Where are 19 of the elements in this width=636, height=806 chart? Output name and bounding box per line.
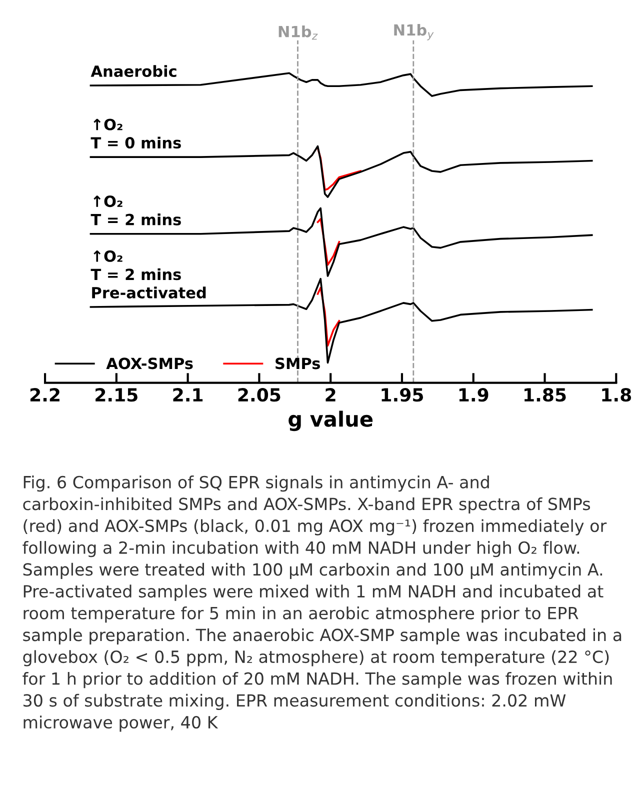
x-tick-label: 1.8: [602, 388, 632, 402]
x-tick-label: 2.2: [30, 388, 60, 402]
x-tick-label: 2: [326, 388, 336, 402]
x-tick-label: 2.05: [238, 388, 280, 402]
ref-line-label: N1b$_{y}$: [394, 24, 434, 40]
x-tick-label: 1.85: [524, 388, 566, 402]
x-tick-label: 1.95: [382, 388, 423, 402]
x-tick-label: 2.15: [96, 388, 138, 402]
x-tick-label: 1.9: [459, 388, 488, 402]
annotation: ↑O₂ T = 2 mins: [90, 196, 181, 226]
x-tick-label: 2.1: [173, 388, 203, 402]
text: Fig. 6 Comparison of SQ EPR signals in antimycin A- and carboxin-inhibited SMPs and AOX-SMPs. X-band EPR spectra of SMPs (red) and AOX-SMPs (black, 0.01 mg AOX mg⁻¹) frozen immediately or following a 2-min incubation with 40 mM NADH under high O₂ flow. Samples were treated with 100 µM carboxin and 100 µM antimycin A. Pre-activated samples were mixed with 1 mM NADH and incubated at room temperature for 5 min in an aerobic atmosphere prior to EPR sample preparation. The anaerobic AOX-SMP sample was incubated in a glovebox (O₂ < 0.5 ppm, N₂ atmosphere) at room temperature (22 °C) for 1 h prior to addition of 20 mM NADH. The sample was frozen within 30 s of substrate mixing. EPR measurement conditions: 2.02 mW microwave power, 40 K: [22, 476, 622, 732]
annotation: ↑O₂ T = 0 mins: [90, 118, 181, 149]
legend-label: SMPs: [276, 358, 320, 370]
legend-label: AOX-SMPs: [106, 358, 193, 370]
x-axis-title: g value: [288, 410, 373, 432]
annotation: Anaerobic: [90, 65, 176, 78]
annotation: ↑O₂ T = 2 mins Pre-activated: [90, 250, 206, 298]
ref-line-label: N1b$_{z}$: [278, 26, 318, 40]
